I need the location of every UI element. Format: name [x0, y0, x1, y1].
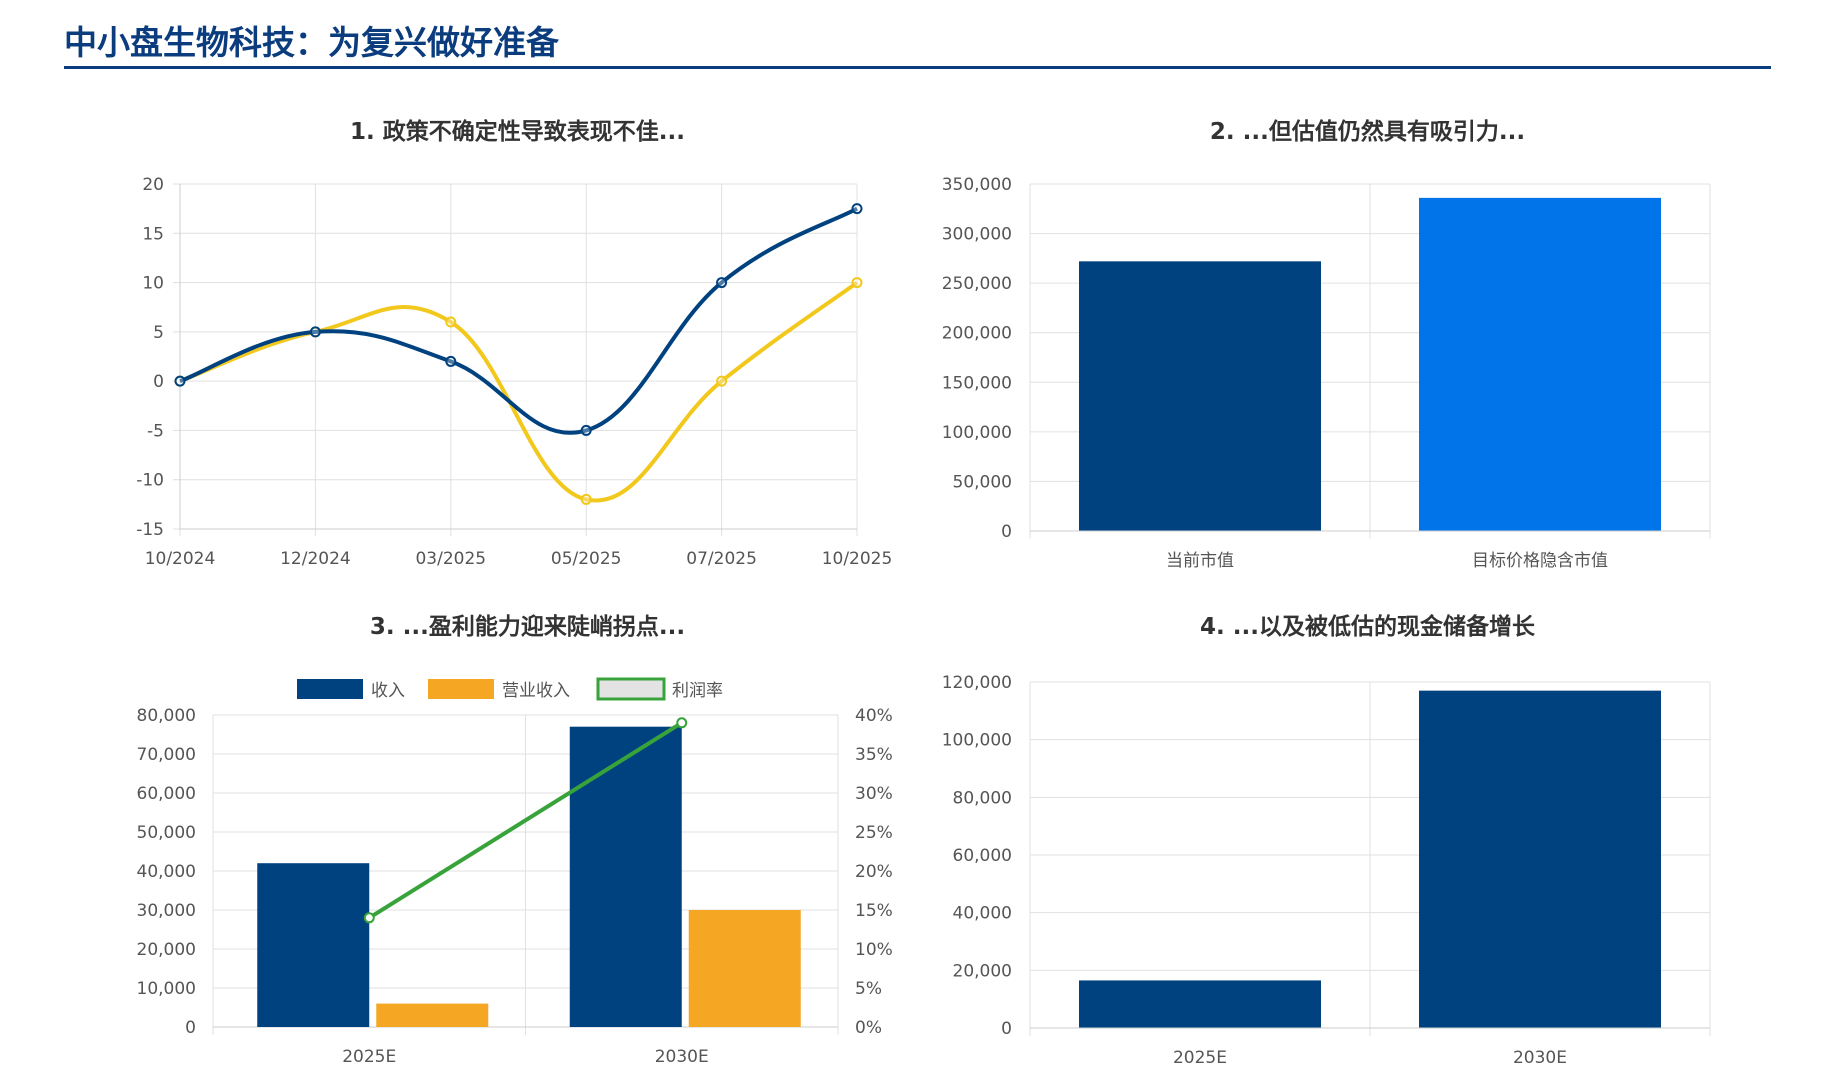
bar	[376, 1003, 489, 1027]
y-tick-label: 350,000	[942, 175, 1012, 195]
y-tick-label: -5	[147, 421, 164, 441]
x-tick-label: 07/2025	[686, 549, 757, 569]
y-tick-label: 150,000	[942, 373, 1012, 393]
y-tick-label: 100,000	[942, 423, 1012, 443]
x-tick-label: 2025E	[342, 1047, 396, 1067]
y-tick-label: 60,000	[137, 784, 196, 804]
data-point	[445, 355, 457, 367]
x-tick-label: 2030E	[1513, 1048, 1567, 1068]
chart-4-title: 4. ...以及被低估的现金储备增长	[1200, 614, 1535, 640]
bar	[1419, 197, 1661, 531]
chart-3-title: 3. ...盈利能力迎来陡峭拐点...	[369, 614, 686, 640]
x-tick-label: 12/2024	[280, 549, 351, 569]
y-tick-label: 40,000	[137, 862, 196, 882]
legend-label: 收入	[371, 681, 405, 701]
y-tick-label: 70,000	[137, 745, 196, 765]
y-tick-label: 80,000	[953, 788, 1012, 808]
chart-1-title: 1. 政策不确定性导致表现不佳...	[350, 119, 685, 145]
legend-swatch	[297, 679, 363, 699]
y-tick-label: 30,000	[137, 901, 196, 921]
y-tick-label: 0	[1001, 522, 1012, 542]
y-tick-label: 100,000	[942, 731, 1012, 751]
bar	[688, 910, 801, 1027]
legend-label: 营业收入	[502, 681, 570, 701]
data-point	[676, 717, 688, 729]
y-tick-label: 10,000	[137, 979, 196, 999]
y-tick-label: 200,000	[942, 324, 1012, 344]
y-tick-label: 0	[153, 372, 164, 392]
x-tick-label: 目标价格隐含市值	[1472, 551, 1608, 571]
data-point	[851, 203, 863, 215]
chart-2-title: 2. ...但估值仍然具有吸引力...	[1209, 119, 1526, 145]
y-tick-label: 20,000	[137, 940, 196, 960]
data-point	[851, 277, 863, 289]
data-point	[716, 277, 728, 289]
bar	[1419, 690, 1661, 1028]
y-tick-label: 120,000	[942, 673, 1012, 693]
y-tick-label: 300,000	[942, 225, 1012, 245]
x-tick-label: 2025E	[1173, 1048, 1227, 1068]
y2-tick-label: 40%	[855, 706, 893, 726]
y-tick-label: 10	[142, 274, 164, 294]
y2-tick-label: 35%	[855, 745, 893, 765]
series-line	[368, 721, 683, 920]
y-tick-label: 15	[142, 224, 164, 244]
x-tick-label: 10/2024	[145, 549, 216, 569]
x-tick-label: 当前市值	[1166, 551, 1234, 571]
y-tick-label: 20	[142, 175, 164, 195]
bar	[569, 726, 682, 1027]
data-point	[309, 326, 321, 338]
y2-tick-label: 10%	[855, 940, 893, 960]
y-tick-label: 50,000	[137, 823, 196, 843]
y-tick-label: 250,000	[942, 274, 1012, 294]
y-tick-label: 5	[153, 323, 164, 343]
y-tick-label: 20,000	[953, 961, 1012, 981]
y2-tick-label: 15%	[855, 901, 893, 921]
bar	[1079, 980, 1321, 1028]
legend-swatch	[596, 677, 666, 701]
y-tick-label: -10	[136, 471, 164, 491]
title-divider	[64, 66, 1771, 69]
y2-tick-label: 20%	[855, 862, 893, 882]
legend-label: 利润率	[672, 681, 723, 701]
x-tick-label: 2030E	[655, 1047, 709, 1067]
y2-tick-label: 5%	[855, 979, 882, 999]
x-tick-label: 10/2025	[822, 549, 893, 569]
data-point	[445, 316, 457, 328]
data-point	[716, 375, 728, 387]
page-title: 中小盘生物科技：为复兴做好准备	[64, 23, 559, 62]
bar	[257, 863, 370, 1027]
y2-tick-label: 0%	[855, 1018, 882, 1038]
y-tick-label: 60,000	[953, 846, 1012, 866]
x-tick-label: 05/2025	[551, 549, 622, 569]
data-point	[363, 912, 375, 924]
y-tick-label: -15	[136, 520, 164, 540]
bar	[1079, 261, 1321, 531]
legend-swatch	[428, 679, 494, 699]
data-point	[174, 375, 186, 387]
y2-tick-label: 25%	[855, 823, 893, 843]
y2-tick-label: 30%	[855, 784, 893, 804]
data-point	[580, 424, 592, 436]
y-tick-label: 0	[1001, 1019, 1012, 1039]
y-tick-label: 40,000	[953, 904, 1012, 924]
y-tick-label: 50,000	[953, 472, 1012, 492]
y-tick-label: 80,000	[137, 706, 196, 726]
series-line	[179, 206, 858, 435]
data-point	[580, 493, 592, 505]
y-tick-label: 0	[185, 1018, 196, 1038]
x-tick-label: 03/2025	[415, 549, 486, 569]
